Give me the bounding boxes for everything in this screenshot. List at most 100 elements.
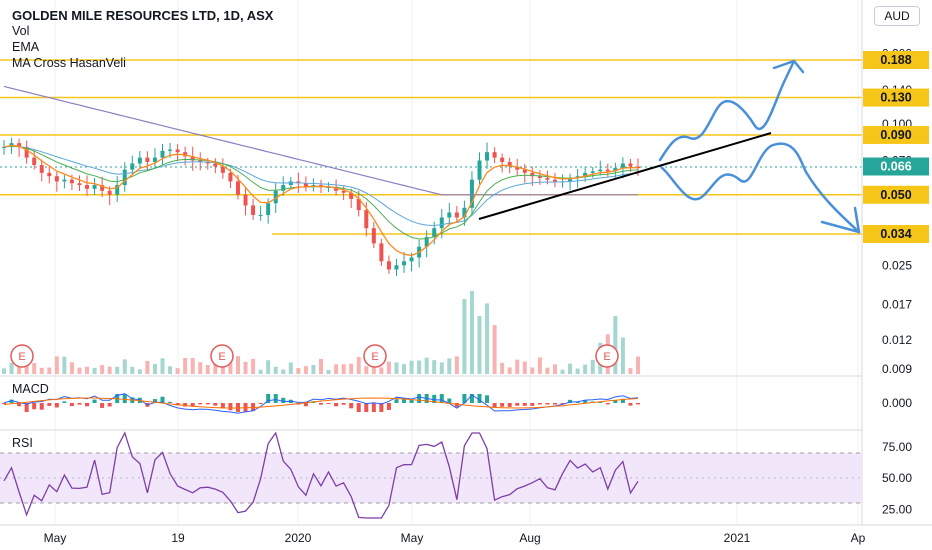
candle (613, 168, 618, 172)
level-label-bg (863, 225, 929, 243)
forecast-drawing (658, 59, 861, 234)
macd-hist-bar (620, 398, 625, 403)
level-label-bg (863, 125, 929, 144)
indicator-ema-label[interactable]: EMA (12, 40, 40, 54)
volume-bar (92, 367, 97, 374)
macd-hist-bar (205, 403, 210, 405)
earnings-marker (210, 344, 234, 368)
volume-bar (507, 367, 512, 374)
macd-line (3, 393, 639, 414)
candle (515, 166, 520, 170)
volume-bar (152, 363, 157, 374)
candle (379, 243, 384, 262)
volume-bar (32, 363, 37, 374)
trend-line (478, 132, 772, 220)
candle (522, 169, 527, 173)
macd-hist-bar (122, 394, 127, 403)
macd-hist-bar (568, 399, 573, 403)
candle (394, 265, 399, 270)
candle (500, 157, 505, 162)
volume-bar (341, 364, 346, 374)
volume-bar (432, 360, 437, 374)
candle (364, 210, 369, 229)
volume-bar (454, 356, 459, 374)
earnings-marker (10, 344, 34, 368)
volume-bar (258, 369, 263, 374)
macd-hist-bar (545, 403, 550, 405)
macd-hist-bar (371, 403, 376, 412)
macd-hist-bar (417, 394, 422, 403)
currency-badge[interactable]: AUD (874, 6, 920, 26)
macd-hist-bar (168, 401, 173, 403)
candle (85, 185, 90, 189)
macd-hist-bar (17, 403, 22, 407)
macd-hist-bar (636, 403, 640, 405)
volume-bar (424, 357, 429, 374)
macd-hist-bar (515, 403, 520, 406)
volume-bar (85, 366, 90, 374)
macd-hist-bar (220, 403, 225, 409)
candle (583, 172, 588, 177)
volume-bar (575, 368, 580, 374)
candle (168, 149, 173, 151)
candle (590, 171, 595, 173)
macd-hist-bar (69, 403, 74, 407)
volume-bar (583, 364, 588, 374)
candle (32, 157, 37, 165)
volume-bar (334, 364, 339, 374)
macd-hist-bar (364, 403, 369, 412)
volume-bar (447, 358, 452, 374)
volume-bar (137, 369, 142, 374)
candle (24, 146, 29, 158)
macd-hist-bar (326, 403, 331, 404)
candle (17, 143, 22, 147)
volume-bar (39, 367, 44, 374)
indicator-ma-cross-label[interactable]: MA Cross HasanVeli (12, 56, 126, 70)
time-axis: May 19 2020 May Aug 2021 Ap (44, 531, 866, 545)
macd-hist-bar (605, 403, 610, 405)
candle (409, 257, 414, 262)
candle (92, 185, 97, 189)
volume-bar (47, 367, 52, 374)
rsi-y-tick: 75.00 (882, 440, 912, 454)
volume-bar (349, 363, 354, 374)
macd-hist-bar (560, 403, 565, 404)
macd-hist-bar (100, 403, 105, 408)
candle (175, 149, 180, 153)
macd-hist-bar (575, 401, 580, 403)
volume-bar (326, 369, 331, 374)
volume-bar (364, 366, 369, 374)
candle (62, 179, 67, 182)
volume-bar (54, 356, 59, 374)
macd-hist-bar (628, 403, 633, 406)
earnings-marker (595, 344, 619, 368)
candle (39, 164, 44, 173)
macd-hist-bar (160, 396, 165, 403)
rsi-line (3, 431, 639, 519)
level-label: 0.090 (880, 128, 911, 142)
volume-bar (311, 365, 316, 374)
volume-bar (439, 362, 444, 374)
x-tick-label: May (401, 531, 424, 545)
macd-hist-bar (537, 403, 542, 405)
candle (122, 169, 127, 186)
level-label: 0.130 (880, 91, 911, 105)
volume-bar (613, 316, 618, 374)
candle (190, 156, 195, 161)
macd-hist-bar (281, 397, 286, 403)
macd-hist-bar (386, 403, 391, 410)
volume-bar (296, 367, 301, 374)
macd-hist-bar (379, 403, 384, 412)
candle (462, 207, 467, 218)
candle (137, 157, 142, 164)
candle (356, 198, 361, 211)
x-tick-label: 2020 (285, 531, 312, 545)
candle (530, 172, 535, 177)
candle (454, 212, 459, 218)
y-tick-label: 0.025 (882, 258, 912, 272)
volume-bar (160, 358, 165, 374)
last-price-label: 0.066 (880, 160, 911, 174)
indicator-vol-label[interactable]: Vol (12, 24, 30, 38)
